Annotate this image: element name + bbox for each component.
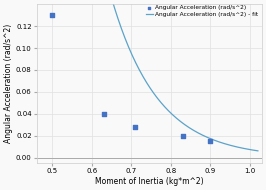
- Angular Acceleration (rad/s^2): [50, 14, 55, 17]
- Y-axis label: Angular Acceleration (rad/s^2): Angular Acceleration (rad/s^2): [4, 24, 13, 143]
- Angular Acceleration (rad/s^2): [208, 140, 213, 143]
- Angular Acceleration (rad/s^2) - fit: [180, 121, 183, 124]
- Angular Acceleration (rad/s^2): [181, 134, 185, 137]
- X-axis label: Moment of Inertia (kg*m^2): Moment of Inertia (kg*m^2): [95, 177, 203, 186]
- Line: Angular Acceleration (rad/s^2) - fit: Angular Acceleration (rad/s^2) - fit: [52, 0, 258, 151]
- Angular Acceleration (rad/s^2) - fit: [200, 134, 203, 136]
- Angular Acceleration (rad/s^2) - fit: [118, 21, 121, 24]
- Angular Acceleration (rad/s^2) - fit: [256, 150, 259, 152]
- Angular Acceleration (rad/s^2): [102, 112, 106, 115]
- Legend: Angular Acceleration (rad/s^2), Angular Acceleration (rad/s^2) - fit: Angular Acceleration (rad/s^2), Angular …: [145, 4, 259, 18]
- Angular Acceleration (rad/s^2): [133, 125, 138, 128]
- Angular Acceleration (rad/s^2) - fit: [132, 58, 135, 60]
- Angular Acceleration (rad/s^2) - fit: [199, 133, 202, 135]
